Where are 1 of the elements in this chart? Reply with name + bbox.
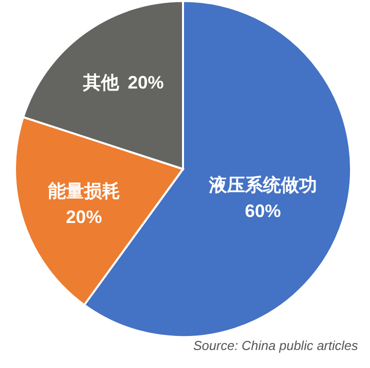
annotation: Source: China public articles [193,338,358,353]
